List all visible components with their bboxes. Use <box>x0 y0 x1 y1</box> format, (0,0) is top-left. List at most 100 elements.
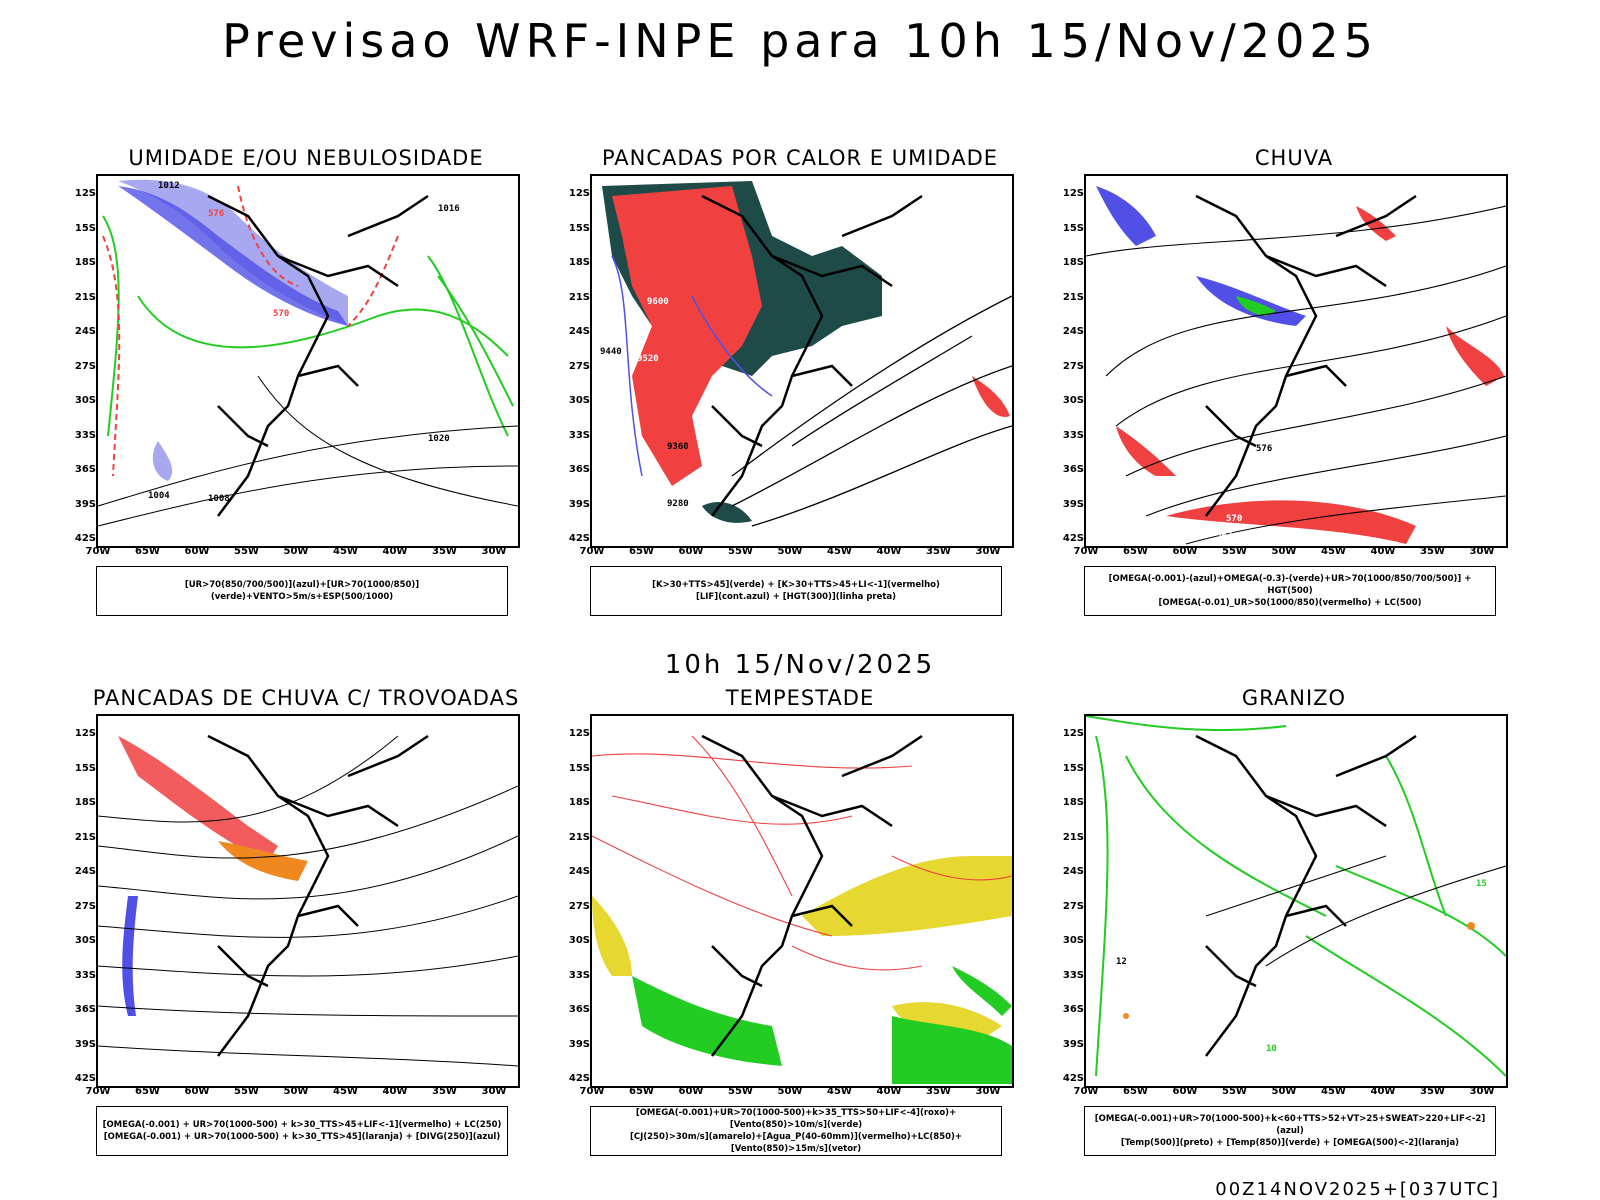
lat-tick-label: 21S <box>568 831 590 843</box>
lon-tick-label: 65W <box>629 1086 654 1097</box>
map-tempestade[interactable] <box>590 714 1014 1088</box>
legend-line: [CJ(250)>30m/s](amarelo)+[Agua_P(40-60mm… <box>629 1132 963 1154</box>
lon-tick-label: 70W <box>579 546 605 557</box>
panel-title: PANCADAS DE CHUVA C/ TROVOADAS <box>92 686 520 710</box>
legend-line: [LIF](cont.azul) + [HGT(300)](linha pret… <box>695 592 897 602</box>
lon-tick-label: 50W <box>1271 1086 1297 1097</box>
lon-tick-label: 35W <box>926 546 951 557</box>
map-granizo[interactable]: 15 10 12 <box>1084 714 1508 1088</box>
lat-tick-label: 42S <box>1062 533 1084 544</box>
lat-tick-label: 27S <box>74 900 96 912</box>
lon-tick-label: 65W <box>1123 1086 1148 1097</box>
lat-tick-label: 27S <box>1062 900 1084 912</box>
lat-tick-label: 36S <box>1062 464 1084 475</box>
lon-tick-label: 50W <box>283 1086 309 1097</box>
lon-tick-label: 50W <box>777 1086 803 1097</box>
lat-tick-label: 24S <box>568 866 590 877</box>
lat-tick-label: 12S <box>74 188 96 199</box>
lat-tick-label: 36S <box>74 464 96 475</box>
lat-tick-label: 27S <box>568 900 590 912</box>
lon-tick-label: 50W <box>1271 546 1297 557</box>
lon-tick-label: 45W <box>333 546 358 557</box>
lon-tick-label: 45W <box>827 1086 852 1097</box>
lat-tick-label: 33S <box>568 429 590 441</box>
panel-umidade: UMIDADE E/OU NEBULOSIDADE 1012 1016 1020… <box>75 146 526 626</box>
lon-tick-label: 35W <box>926 1086 951 1097</box>
contour-label: 12 <box>1116 957 1127 967</box>
lat-tick-label: 27S <box>1062 360 1084 372</box>
lon-tick-label: 30W <box>975 1086 1001 1097</box>
contour-label: 567 <box>1216 531 1232 541</box>
lon-tick-label: 40W <box>382 1086 408 1097</box>
lon-tick-label: 30W <box>975 546 1001 557</box>
page-title: Previsao WRF-INPE para 10h 15/Nov/2025 <box>222 14 1378 68</box>
contour-label: 15 <box>1476 879 1487 889</box>
lat-tick-label: 39S <box>74 1038 96 1050</box>
lon-tick-label: 50W <box>777 546 803 557</box>
lon-tick-label: 70W <box>1073 546 1099 557</box>
lat-tick-label: 24S <box>1062 866 1084 877</box>
contour-label: 10 <box>1266 1044 1277 1054</box>
mid-title: 10h 15/Nov/2025 <box>664 650 936 680</box>
lon-tick-label: 55W <box>1222 546 1247 557</box>
run-timestamp: 00Z14NOV2025+[037UTC] <box>1215 1179 1500 1200</box>
lat-tick-label: 36S <box>568 1004 590 1015</box>
contour-label: 9600 <box>647 297 669 307</box>
lat-tick-label: 21S <box>74 831 96 843</box>
lon-tick-label: 30W <box>1469 546 1495 557</box>
lat-tick-label: 30S <box>1062 395 1084 406</box>
country-borders <box>1195 734 1417 1057</box>
lat-tick-label: 33S <box>1062 969 1084 981</box>
lon-tick-label: 35W <box>1420 1086 1445 1097</box>
lat-tick-label: 18S <box>568 257 590 268</box>
panel-title: TEMPESTADE <box>725 686 875 710</box>
map-chuva[interactable]: 576 570 567 <box>1084 174 1508 548</box>
lat-tick-label: 33S <box>74 429 96 441</box>
panel-chuva: CHUVA 576 570 567 [OMEGA(-0.001)-(azul)+… <box>1063 146 1514 626</box>
lat-tick-label: 18S <box>74 797 96 808</box>
lon-tick-label: 60W <box>678 546 704 557</box>
lat-tick-label: 21S <box>568 291 590 303</box>
lat-tick-label: 42S <box>74 533 96 544</box>
contour-label: 576 <box>1256 444 1272 454</box>
lat-tick-label: 30S <box>568 395 590 406</box>
map-umidade[interactable]: 1012 1016 1020 1008 1004 576 570 <box>96 174 520 548</box>
lat-tick-label: 39S <box>1062 498 1084 510</box>
lon-tick-label: 40W <box>876 1086 902 1097</box>
lon-tick-label: 70W <box>1073 1086 1099 1097</box>
lat-tick-label: 15S <box>74 222 96 234</box>
lat-tick-label: 15S <box>568 762 590 774</box>
lat-tick-label: 15S <box>74 762 96 774</box>
lon-tick-label: 60W <box>678 1086 704 1097</box>
country-borders <box>207 194 429 517</box>
lat-tick-label: 12S <box>568 728 590 739</box>
lon-tick-label: 45W <box>1321 1086 1346 1097</box>
lat-tick-label: 18S <box>1062 797 1084 808</box>
legend-line: [UR>70(850/700/500)](azul)+[UR>70(1000/8… <box>184 580 420 602</box>
panel-trovoadas: PANCADAS DE CHUVA C/ TROVOADAS [OMEGA(-0… <box>75 686 526 1166</box>
contour-label: 9520 <box>637 354 659 364</box>
country-borders <box>207 734 429 1057</box>
map-trovoadas[interactable] <box>96 714 520 1088</box>
legend-box: [K>30+TTS>45](verde) + [K>30+TTS>45+LI<-… <box>590 566 1002 616</box>
lat-tick-label: 18S <box>1062 257 1084 268</box>
lat-tick-label: 39S <box>568 1038 590 1050</box>
lon-tick-label: 55W <box>234 546 259 557</box>
lat-tick-label: 18S <box>568 797 590 808</box>
lat-tick-label: 24S <box>74 866 96 877</box>
lon-tick-label: 40W <box>1370 1086 1396 1097</box>
map-pancadas-calor[interactable]: 9600 9520 9440 9360 9280 <box>590 174 1014 548</box>
panel-title: CHUVA <box>1254 146 1334 170</box>
lat-tick-label: 33S <box>1062 429 1084 441</box>
lon-tick-label: 30W <box>1469 1086 1495 1097</box>
legend-line: [K>30+TTS>45](verde) + [K>30+TTS>45+LI<-… <box>652 580 940 590</box>
lon-tick-label: 70W <box>85 1086 111 1097</box>
lon-tick-label: 45W <box>827 546 852 557</box>
lon-tick-label: 45W <box>333 1086 358 1097</box>
lat-tick-label: 24S <box>568 326 590 337</box>
contour-label: 570 <box>273 309 289 319</box>
lat-tick-label: 30S <box>568 935 590 946</box>
lon-tick-label: 55W <box>728 1086 753 1097</box>
lat-tick-label: 39S <box>1062 1038 1084 1050</box>
lon-tick-label: 55W <box>728 546 753 557</box>
